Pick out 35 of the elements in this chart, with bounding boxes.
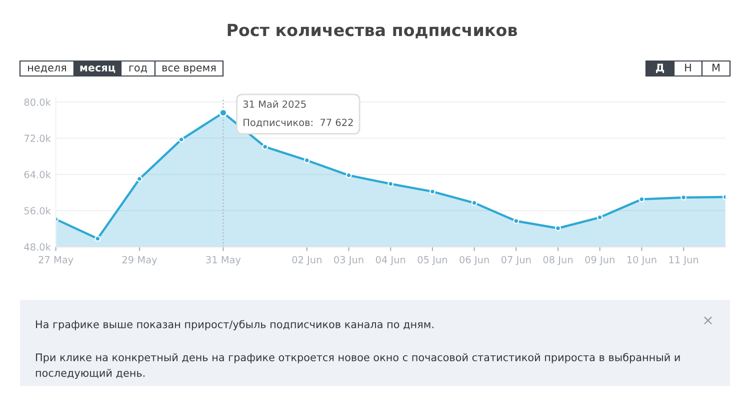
x-tick-label: 27 May [38,256,74,266]
x-tick-label: 04 Jun [376,256,406,266]
y-tick-label: 64.0k [24,170,51,178]
x-tick-label: 29 May [122,256,157,266]
x-tick-label: 11 Jun [669,256,698,266]
point [94,236,101,242]
x-tick-label: 31 May [206,256,241,266]
text: год [129,66,147,73]
text: На графике выше показан прирост/убыль подписчиков канала по дням. [36,320,434,330]
text: неделя [28,66,66,73]
x-tick-label: 09 Jun [585,256,614,266]
text: М [712,64,720,72]
text: Н [685,64,691,72]
x-tick-label: 03 Jun [334,256,364,266]
chart-title: Рост количества подписчиков [228,24,517,38]
x-tick-label: 07 Jun [501,256,531,266]
point [178,136,184,143]
y-tick-label: 72.0k [24,134,51,142]
point [513,218,520,224]
annotation: 31 Май 2025 Подписчиков: 77 622 [243,100,353,128]
text: месяц [80,66,116,73]
x-tick-label: 05 Jun [418,256,447,266]
text: все время [162,66,216,74]
y-tick-label: 80.0k [24,98,51,106]
y-tick-label: 56.0k [24,206,51,214]
point [136,176,142,182]
y-tick-label: 48.0k [24,243,51,251]
text: × [704,316,712,324]
x-tick-label: 08 Jun [543,256,572,266]
point [262,144,268,150]
x-tick-label: 06 Jun [460,256,489,266]
x-tick-label: 10 Jun [627,256,656,266]
text: Д [656,64,664,74]
text: При клике на конкретный день на графике откроется новое окно с почасовой статистикой прироста в выбранный и последующий день. [36,353,680,379]
x-tick-label: 02 Jun [292,256,322,266]
